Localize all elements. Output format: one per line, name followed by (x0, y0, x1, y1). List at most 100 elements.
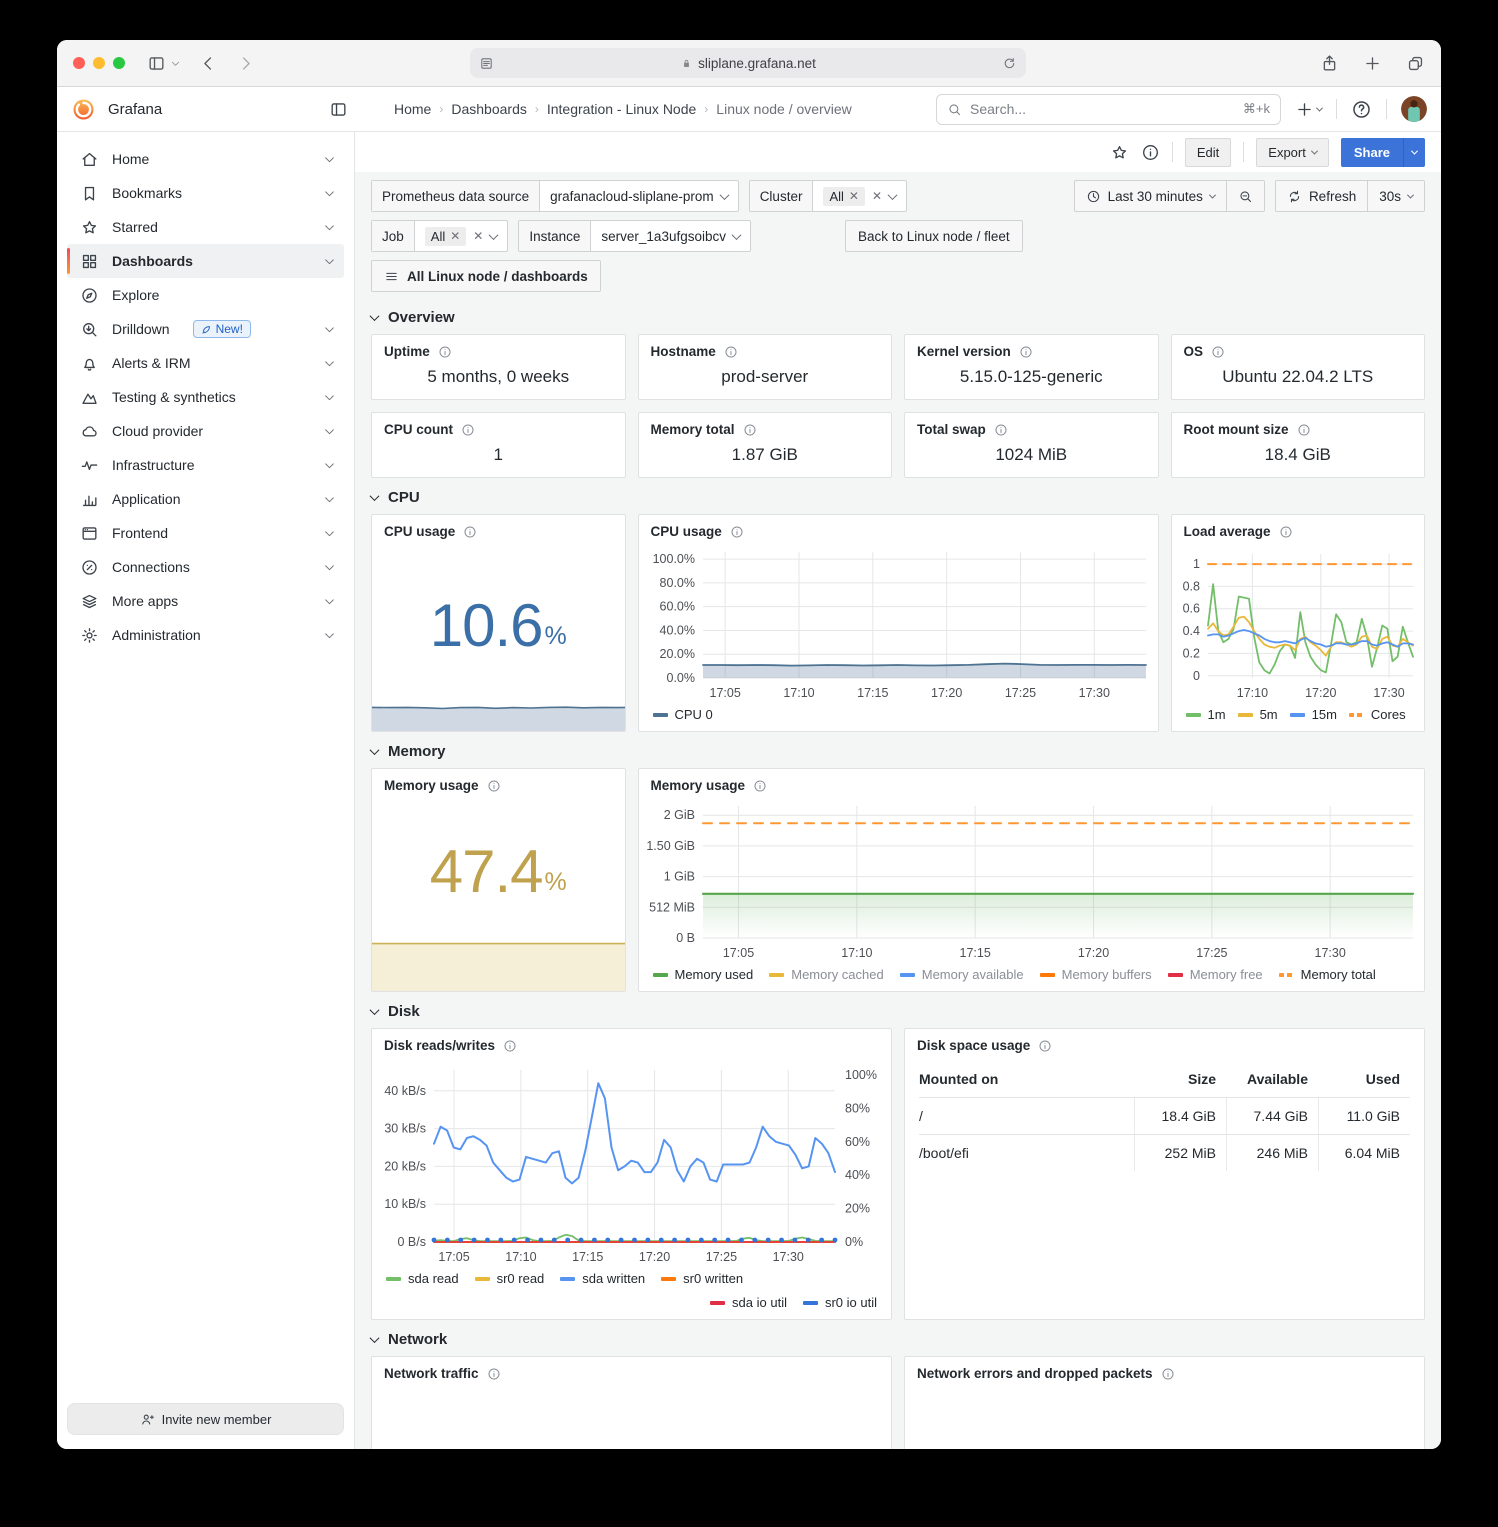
breadcrumb-item[interactable]: Integration - Linux Node (546, 101, 697, 117)
share-button[interactable]: Share (1340, 137, 1425, 167)
search-input[interactable]: Search... ⌘+k (936, 93, 1281, 125)
back-button[interactable] (199, 54, 218, 73)
remove-value-icon[interactable]: ✕ (450, 229, 461, 243)
cpu-usage-stat-panel[interactable]: CPU usage 10.6% (371, 514, 626, 732)
info-icon[interactable] (994, 423, 1008, 437)
datasource-value[interactable]: grafanacloud-sliplane-prom (540, 181, 738, 211)
info-icon[interactable] (1279, 525, 1293, 539)
favorite-star-icon[interactable] (1110, 143, 1129, 162)
user-avatar[interactable] (1401, 96, 1427, 122)
reload-icon[interactable] (1002, 56, 1017, 71)
reader-view-icon[interactable] (479, 56, 494, 71)
all-dashboards-button[interactable]: All Linux node / dashboards (371, 260, 601, 292)
sidebar-item-cloud-provider[interactable]: Cloud provider (67, 414, 344, 448)
legend-item[interactable]: CPU 0 (652, 707, 713, 722)
sidebar-item-alerts-irm[interactable]: Alerts & IRM (67, 346, 344, 380)
export-button[interactable]: Export (1256, 137, 1329, 167)
legend-item[interactable]: Memory used (652, 967, 753, 982)
breadcrumb-item[interactable]: Linux node / overview (716, 101, 852, 117)
section-memory[interactable]: Memory (369, 734, 1425, 768)
sidebar-item-administration[interactable]: Administration (67, 618, 344, 652)
legend-item[interactable]: Memory total (1278, 967, 1376, 982)
help-icon[interactable] (1351, 99, 1372, 120)
stat-panel-memory-total[interactable]: Memory total 1.87 GiB (637, 412, 892, 478)
section-cpu[interactable]: CPU (369, 480, 1425, 514)
remove-value-icon[interactable]: ✕ (848, 189, 859, 203)
info-icon[interactable] (743, 423, 757, 437)
sidebar-item-connections[interactable]: Connections (67, 550, 344, 584)
network-traffic-panel[interactable]: Network traffic (371, 1356, 892, 1449)
sidebar-item-infrastructure[interactable]: Infrastructure (67, 448, 344, 482)
info-icon[interactable] (724, 345, 738, 359)
refresh-interval-picker[interactable]: 30s (1367, 180, 1425, 212)
sidebar-item-drilldown[interactable]: Drilldown New! (67, 312, 344, 346)
mega-menu-toggle-icon[interactable] (329, 100, 348, 119)
info-icon[interactable] (753, 779, 767, 793)
zoom-window-button[interactable] (113, 57, 125, 69)
section-network[interactable]: Network (369, 1322, 1425, 1356)
back-to-fleet-button[interactable]: Back to Linux node / fleet (844, 220, 1023, 252)
column-header[interactable]: Size (1187, 1070, 1216, 1087)
sidebar-item-dashboards[interactable]: Dashboards (67, 244, 344, 278)
stat-panel-root-mount-size[interactable]: Root mount size 18.4 GiB (1170, 412, 1425, 478)
breadcrumb-item[interactable]: Dashboards (451, 101, 527, 117)
add-new-button[interactable] (1295, 100, 1324, 119)
legend-item[interactable]: Memory available (899, 967, 1024, 982)
network-errors-panel[interactable]: Network errors and dropped packets (904, 1356, 1425, 1449)
refresh-button[interactable]: Refresh (1274, 180, 1369, 212)
legend-item[interactable]: sda written (560, 1271, 645, 1286)
sidebar-item-starred[interactable]: Starred (67, 210, 344, 244)
sidebar-item-frontend[interactable]: Frontend (67, 516, 344, 550)
cpu-usage-graph-panel[interactable]: CPU usage 0.0% 20.0% 40.0% 60.0% 80.0% 100.0%… (637, 514, 1159, 732)
stat-panel-total-swap[interactable]: Total swap 1024 MiB (904, 412, 1159, 478)
sidebar-item-more-apps[interactable]: More apps (67, 584, 344, 618)
browser-sidebar-toggle[interactable] (147, 54, 181, 73)
info-icon[interactable] (1161, 1367, 1175, 1381)
share-icon[interactable] (1320, 54, 1339, 73)
info-icon[interactable] (1019, 345, 1033, 359)
forward-button[interactable] (236, 54, 255, 73)
section-overview[interactable]: Overview (369, 300, 1425, 334)
column-header[interactable]: Mounted on (919, 1070, 999, 1087)
close-window-button[interactable] (73, 57, 85, 69)
grafana-logo[interactable] (71, 97, 96, 122)
info-icon[interactable] (438, 345, 452, 359)
column-header[interactable]: Available (1247, 1070, 1308, 1087)
time-range-picker[interactable]: Last 30 minutes (1073, 180, 1227, 212)
legend-item[interactable]: Cores (1348, 707, 1406, 722)
stat-panel-hostname[interactable]: Hostname prod-server (637, 334, 892, 400)
memory-usage-stat-panel[interactable]: Memory usage 47.4% (371, 768, 626, 992)
column-header[interactable]: Used (1365, 1070, 1400, 1087)
info-icon[interactable] (463, 525, 477, 539)
new-tab-icon[interactable] (1363, 54, 1382, 73)
legend-item[interactable]: Memory buffers (1039, 967, 1152, 982)
clear-filter-icon[interactable]: ✕ (871, 189, 883, 203)
instance-value[interactable]: server_1a3ufgsoibcv (591, 221, 750, 251)
job-value[interactable]: All ✕ ✕ (415, 221, 508, 251)
edit-button[interactable]: Edit (1184, 137, 1232, 167)
stat-panel-uptime[interactable]: Uptime 5 months, 0 weeks (371, 334, 626, 400)
sidebar-item-explore[interactable]: Explore (67, 278, 344, 312)
legend-item[interactable]: Memory free (1167, 967, 1263, 982)
legend-item[interactable]: sr0 io util (802, 1295, 877, 1310)
info-icon[interactable] (503, 1039, 517, 1053)
disk-reads-writes-panel[interactable]: Disk reads/writes 0 B/s 10 kB/s 20 kB/s 30 … (371, 1028, 892, 1320)
legend-item[interactable]: sda read (386, 1271, 459, 1286)
breadcrumb-item[interactable]: Home (394, 101, 432, 117)
load-average-panel[interactable]: Load average 0 0.2 0.4 0.6 0.8 1 17:10 17:20 17:… (1170, 514, 1425, 732)
legend-item[interactable]: 1m (1185, 707, 1226, 722)
disk-space-usage-panel[interactable]: Disk space usage Mounted on Size Available… (904, 1028, 1425, 1320)
info-icon[interactable] (1297, 423, 1311, 437)
info-icon[interactable] (730, 525, 744, 539)
sidebar-item-home[interactable]: Home (67, 142, 344, 176)
stat-panel-kernel-version[interactable]: Kernel version 5.15.0-125-generic (904, 334, 1159, 400)
info-icon[interactable] (1211, 345, 1225, 359)
sidebar-item-testing-synthetics[interactable]: Testing & synthetics (67, 380, 344, 414)
stat-panel-cpu-count[interactable]: CPU count 1 (371, 412, 626, 478)
legend-item[interactable]: sr0 read (474, 1271, 544, 1286)
legend-item[interactable]: 5m (1237, 707, 1278, 722)
stat-panel-os[interactable]: OS Ubuntu 22.04.2 LTS (1170, 334, 1425, 400)
address-bar[interactable]: sliplane.grafana.net (470, 48, 1026, 78)
legend-item[interactable]: Memory cached (769, 967, 884, 982)
minimize-window-button[interactable] (93, 57, 105, 69)
